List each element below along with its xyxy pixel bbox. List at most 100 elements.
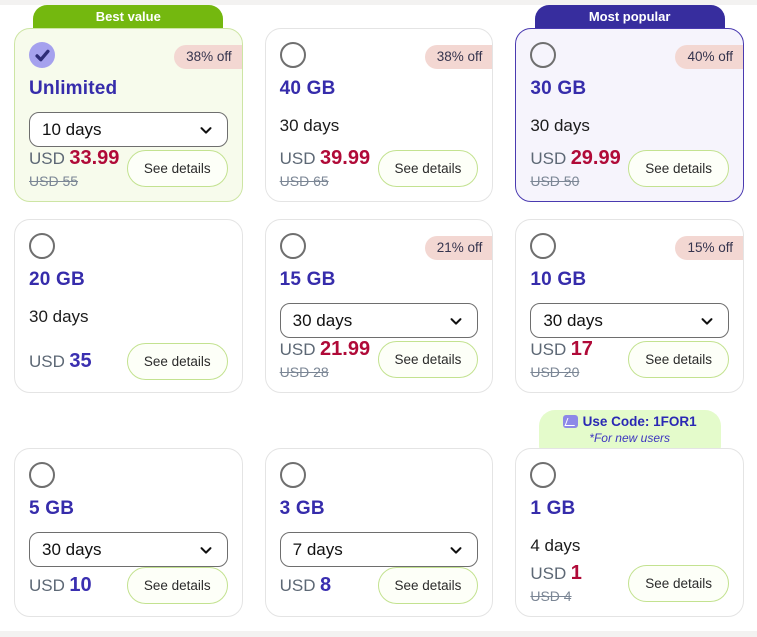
page-top-strip: [0, 0, 757, 5]
currency-label: USD: [530, 149, 567, 168]
plan-title: 40 GB: [279, 78, 336, 99]
discount-badge: 40% off: [675, 45, 743, 69]
duration-text: 4 days: [530, 536, 581, 555]
discount-badge: 15% off: [675, 236, 743, 260]
discount-badge: 21% off: [424, 236, 493, 260]
see-details-button[interactable]: See details: [628, 564, 729, 602]
plan-radio[interactable]: [279, 462, 306, 488]
duration-value: 30 days: [42, 539, 102, 559]
duration-select[interactable]: 7 days: [279, 532, 479, 567]
price-value: 10: [69, 574, 92, 596]
plan-card[interactable]: 40% off 30 GB 30 days USD 29.99 USD 50 S…: [515, 28, 744, 202]
plan-card[interactable]: 38% off Unlimited 10 days USD 33.99 USD …: [14, 28, 243, 202]
see-details-button[interactable]: See details: [126, 343, 228, 380]
see-details-button[interactable]: See details: [377, 149, 479, 187]
price-block: USD 21.99 USD 28: [280, 338, 370, 380]
plan-radio[interactable]: [29, 462, 55, 488]
see-details-button[interactable]: See details: [628, 149, 729, 187]
old-price: USD 4: [530, 588, 572, 604]
price-value: 29.99: [570, 147, 621, 169]
duration-value: 30 days: [292, 310, 353, 330]
old-price: USD 20: [530, 364, 580, 380]
plan-radio[interactable]: [530, 233, 557, 259]
chevron-down-icon: [200, 546, 212, 554]
price-block: USD 8: [280, 574, 331, 597]
old-price: USD 65: [279, 173, 329, 189]
plan-title: 15 GB: [279, 269, 336, 290]
price-block: USD 29.99 USD 50: [530, 147, 620, 189]
currency-label: USD: [29, 352, 65, 371]
old-price: USD 28: [279, 364, 329, 380]
plan-card[interactable]: 1 GB 4 days USD 1 USD 4 See details: [515, 448, 744, 617]
coupon-icon: [562, 415, 578, 428]
duration-value: 7 days: [292, 539, 343, 559]
see-details-button[interactable]: See details: [628, 340, 729, 378]
plan-radio[interactable]: [530, 462, 557, 488]
plan-card[interactable]: 20 GB 30 days USD 35 See details: [14, 219, 243, 393]
check-icon: [34, 49, 50, 61]
currency-label: USD: [530, 340, 567, 359]
plan-card[interactable]: 38% off 40 GB 30 days USD 39.99 USD 65 S…: [264, 28, 494, 202]
price-block: USD 35: [29, 350, 92, 373]
duration-value: 30 days: [543, 310, 603, 330]
plan-cell: Use Code: 1FOR1 *For new users 1 GB 4 da…: [515, 410, 744, 617]
see-details-button[interactable]: See details: [377, 567, 479, 604]
discount-badge: 38% off: [424, 45, 493, 69]
plan-cell: 21% off 15 GB 30 days USD 21.99 USD 28 S…: [264, 219, 494, 393]
plan-radio[interactable]: [29, 42, 55, 68]
plan-card[interactable]: 5 GB 30 days USD 10 See details: [14, 448, 243, 617]
duration-select[interactable]: 30 days: [29, 532, 228, 567]
see-details-button[interactable]: See details: [377, 340, 479, 378]
plan-cell: 38% off 40 GB 30 days USD 39.99 USD 65 S…: [264, 5, 494, 202]
promo-note: *For new users: [589, 431, 670, 445]
page-bottom-strip: [0, 631, 757, 637]
price-value: 17: [570, 338, 593, 360]
duration-text: 30 days: [530, 116, 590, 135]
chevron-down-icon: [450, 317, 462, 325]
currency-label: USD: [279, 576, 316, 595]
price-value: 35: [69, 350, 92, 372]
price-block: USD 1 USD 4: [530, 562, 581, 604]
chevron-down-icon: [701, 317, 713, 325]
duration-select[interactable]: 30 days: [279, 303, 479, 338]
see-details-button[interactable]: See details: [126, 149, 228, 187]
plan-cell: Most popular 40% off 30 GB 30 days USD 2: [515, 5, 744, 202]
duration-select[interactable]: 30 days: [530, 303, 729, 338]
price-block: USD 33.99 USD 55: [29, 147, 119, 189]
currency-label: USD: [530, 564, 567, 583]
plan-radio[interactable]: [279, 233, 306, 259]
plan-card[interactable]: 3 GB 7 days USD 8 See details: [264, 448, 494, 617]
price-value: 8: [320, 574, 332, 596]
plan-radio[interactable]: [530, 42, 557, 68]
currency-label: USD: [29, 576, 65, 595]
price-value: 1: [570, 562, 582, 584]
promo-code-text: Use Code: 1FOR1: [582, 414, 697, 429]
plan-title: 10 GB: [530, 269, 587, 290]
old-price: USD 55: [29, 173, 79, 189]
plan-cell: 20 GB 30 days USD 35 See details: [14, 219, 243, 393]
plan-card[interactable]: 15% off 10 GB 30 days USD 17 USD 20 See …: [515, 219, 744, 393]
plan-title: 3 GB: [279, 498, 325, 519]
price-block: USD 17 USD 20: [530, 338, 593, 380]
plan-title: Unlimited: [29, 78, 118, 99]
plan-radio[interactable]: [29, 233, 55, 259]
plan-title: 30 GB: [530, 78, 587, 99]
currency-label: USD: [29, 149, 65, 168]
duration-select[interactable]: 10 days: [29, 112, 228, 147]
plan-title: 20 GB: [29, 269, 85, 290]
plan-title: 5 GB: [29, 498, 75, 519]
chevron-down-icon: [200, 126, 212, 134]
plan-card[interactable]: 21% off 15 GB 30 days USD 21.99 USD 28 S…: [264, 219, 494, 393]
plan-cell: 3 GB 7 days USD 8 See details: [264, 410, 494, 617]
currency-label: USD: [279, 149, 316, 168]
old-price: USD 50: [530, 173, 580, 189]
duration-text: 30 days: [29, 307, 89, 326]
price-value: 39.99: [320, 147, 371, 169]
price-block: USD 39.99 USD 65: [280, 147, 370, 189]
plan-cell: 15% off 10 GB 30 days USD 17 USD 20 See …: [515, 219, 744, 393]
chevron-down-icon: [450, 546, 462, 554]
currency-label: USD: [279, 340, 316, 359]
see-details-button[interactable]: See details: [126, 567, 228, 604]
plan-radio[interactable]: [279, 42, 306, 68]
price-block: USD 10: [29, 574, 92, 597]
